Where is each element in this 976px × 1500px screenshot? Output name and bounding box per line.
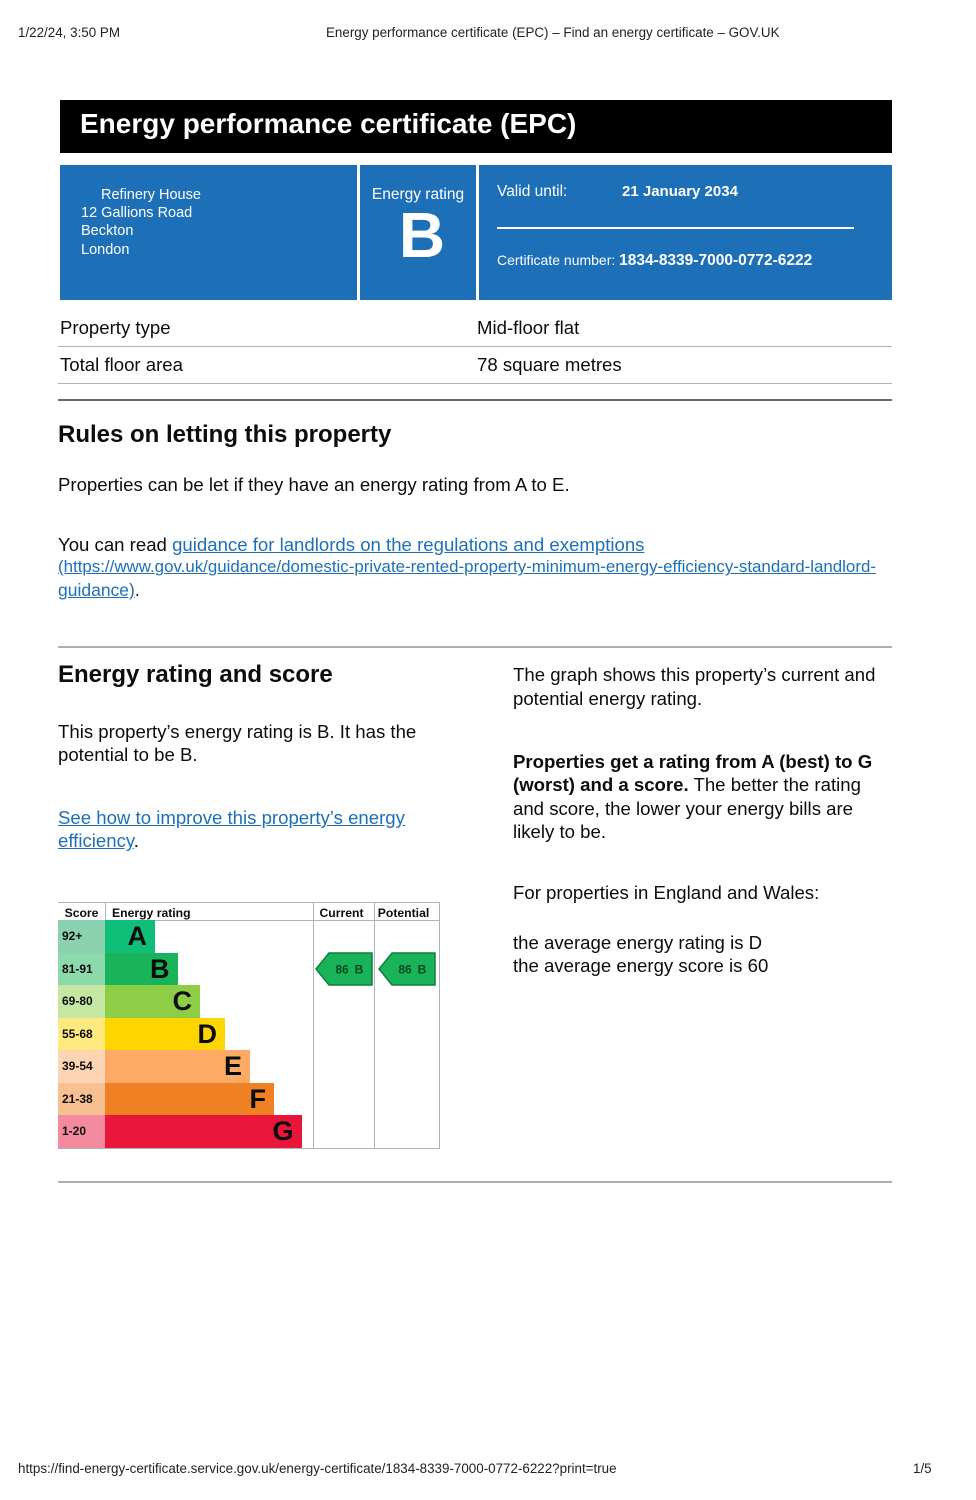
svg-text:B: B xyxy=(418,963,427,977)
svg-text:86: 86 xyxy=(335,963,349,977)
svg-text:86: 86 xyxy=(398,963,412,977)
svg-text:B: B xyxy=(355,963,364,977)
